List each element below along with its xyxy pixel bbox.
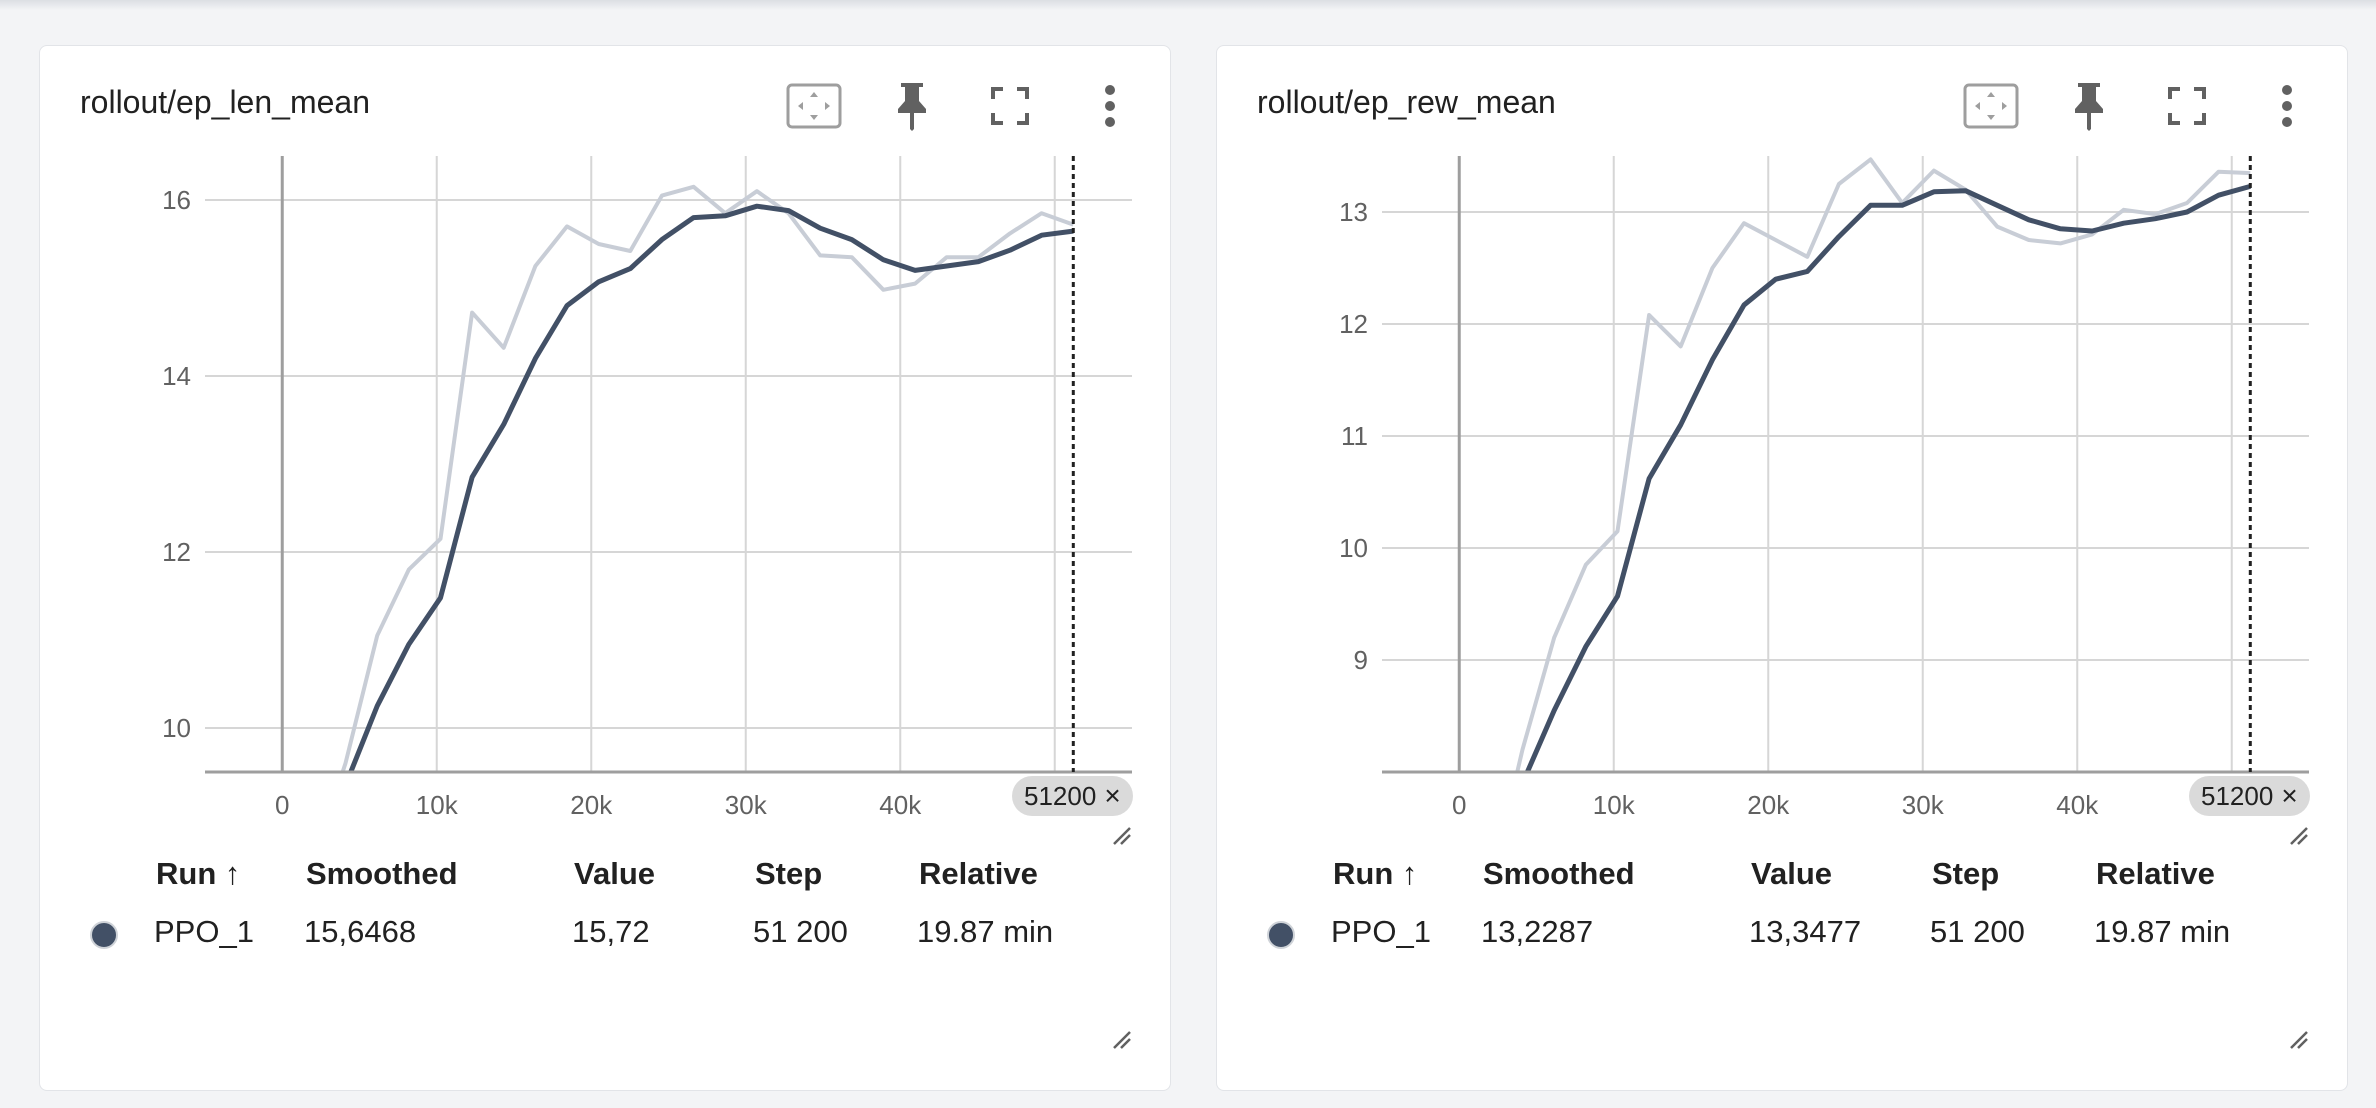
x-tick-label: 20k	[1747, 790, 1790, 820]
header-relative: Relative	[2096, 856, 2215, 891]
header-smoothed: Smoothed	[1483, 856, 1635, 891]
step-chip[interactable]: 51200 ×	[1012, 776, 1133, 816]
y-tick-label: 13	[1339, 197, 1368, 227]
more-vert-icon	[1105, 85, 1115, 127]
fullscreen-button[interactable]	[2157, 76, 2217, 136]
step-chip-label: 51200	[2201, 780, 2274, 811]
resize-icon[interactable]	[2287, 824, 2311, 848]
header-step: Step	[1932, 856, 2000, 891]
fit-domain-icon	[1963, 83, 2019, 129]
y-tick-label: 12	[162, 537, 191, 567]
raw-series-line	[340, 184, 1074, 772]
x-tick-label: 0	[1452, 790, 1466, 820]
more-options-button[interactable]	[1080, 76, 1140, 136]
y-tick-label: 10	[1339, 533, 1368, 563]
line-chart[interactable]: 10121416010k20k30k40k50k 51200 ×	[40, 156, 1172, 845]
fit-domain-button[interactable]	[784, 76, 844, 136]
line-chart[interactable]: 910111213010k20k30k40k50k 51200 ×	[1217, 156, 2349, 845]
card-title: rollout/ep_len_mean	[80, 84, 370, 120]
y-tick-label: 9	[1354, 645, 1368, 675]
resize-icon[interactable]	[2287, 1028, 2311, 1052]
top-shadow	[0, 0, 2376, 10]
x-tick-label: 10k	[416, 790, 459, 820]
cell-smoothed: 13,2287	[1481, 914, 1594, 949]
x-tick-label: 40k	[2056, 790, 2099, 820]
cell-run: PPO_1	[1331, 914, 1431, 949]
header-run[interactable]: Run ↑	[156, 856, 241, 891]
x-tick-label: 10k	[1593, 790, 1636, 820]
fullscreen-icon	[2168, 87, 2206, 125]
x-tick-label: 30k	[1902, 790, 1945, 820]
close-icon[interactable]: ×	[1104, 780, 1121, 811]
smoothed-series-line	[1524, 183, 2251, 772]
pin-button[interactable]	[2059, 76, 2119, 136]
cell-relative: 19.87 min	[917, 914, 1054, 949]
y-tick-label: 16	[162, 185, 191, 215]
close-icon[interactable]: ×	[2281, 780, 2298, 811]
cell-smoothed: 15,6468	[304, 914, 417, 949]
cell-step: 51 200	[1930, 914, 2025, 949]
cell-value: 15,72	[572, 914, 650, 949]
card-title: rollout/ep_rew_mean	[1257, 84, 1556, 120]
pin-icon	[2075, 83, 2103, 131]
step-chip[interactable]: 51200 ×	[2189, 776, 2310, 816]
raw-series-line	[1515, 157, 2251, 772]
x-tick-label: 0	[275, 790, 289, 820]
cell-step: 51 200	[753, 914, 848, 949]
x-tick-label: 30k	[725, 790, 768, 820]
resize-icon[interactable]	[1110, 824, 1134, 848]
scalar-card-ep-len-mean: rollout/ep_len_mean 10 12 14 16 0 10k 20k 30k 40…	[39, 45, 1171, 1091]
x-tick-label: 20k	[570, 790, 613, 820]
fullscreen-button[interactable]	[980, 76, 1040, 136]
header-value: Value	[1751, 856, 1832, 891]
cell-run: PPO_1	[154, 914, 254, 949]
resize-icon[interactable]	[1110, 1028, 1134, 1052]
y-tick-label: 14	[162, 361, 191, 391]
pin-button[interactable]	[882, 76, 942, 136]
header-smoothed: Smoothed	[306, 856, 458, 891]
cell-relative: 19.87 min	[2094, 914, 2231, 949]
more-vert-icon	[2282, 85, 2292, 127]
header-step: Step	[755, 856, 823, 891]
cell-value: 13,3477	[1749, 914, 1862, 949]
y-tick-label: 12	[1339, 309, 1368, 339]
smoothed-series-line	[348, 203, 1074, 772]
y-tick-label: 11	[1341, 421, 1368, 451]
x-tick-label: 40k	[879, 790, 922, 820]
fit-domain-button[interactable]	[1961, 76, 2021, 136]
header-value: Value	[574, 856, 655, 891]
scalar-card-ep-rew-mean: rollout/ep_rew_mean 9 10 11 12 13 0 10k 20k 30k 4…	[1216, 45, 2348, 1091]
more-options-button[interactable]	[2257, 76, 2317, 136]
y-tick-label: 10	[162, 713, 191, 743]
step-chip-label: 51200	[1024, 780, 1097, 811]
header-run[interactable]: Run ↑	[1333, 856, 1418, 891]
fit-domain-icon	[786, 83, 842, 129]
pin-icon	[898, 83, 926, 131]
header-relative: Relative	[919, 856, 1038, 891]
run-color-dot	[90, 921, 118, 949]
fullscreen-icon	[991, 87, 1029, 125]
run-color-dot	[1267, 921, 1295, 949]
